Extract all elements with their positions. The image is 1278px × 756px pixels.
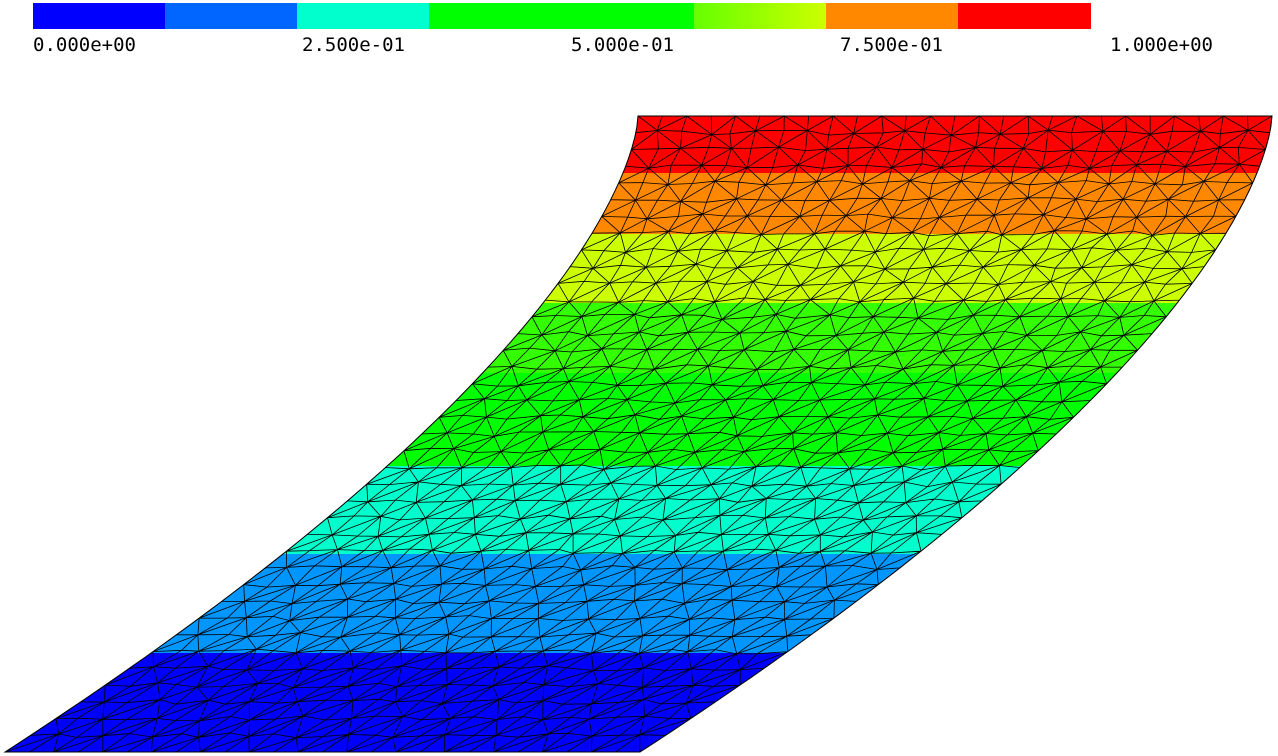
mesh-edge-lines xyxy=(5,116,1272,752)
contour-bands xyxy=(5,116,1272,752)
mesh-edges xyxy=(5,116,1272,752)
colorbar-tick-label: 0.000e+00 xyxy=(33,34,136,56)
colorbar-segment xyxy=(297,3,430,29)
contour-band xyxy=(5,172,1272,234)
colorbar xyxy=(33,3,1091,29)
colorbar-segment xyxy=(429,3,695,29)
colorbar-tick-label: 5.000e-01 xyxy=(571,34,674,56)
colorbar-segment xyxy=(825,3,959,29)
colorbar-segment xyxy=(33,3,166,29)
colorbar-segment xyxy=(693,3,827,29)
mesh-outline xyxy=(3,115,1273,753)
colorbar-tick-label: 1.000e+00 xyxy=(1110,34,1213,56)
colorbar-tick-label: 2.500e-01 xyxy=(302,34,405,56)
colorbar-segment xyxy=(957,3,1091,29)
colorbar-tick-label: 7.500e-01 xyxy=(840,34,943,56)
colorbar-segment xyxy=(165,3,298,29)
